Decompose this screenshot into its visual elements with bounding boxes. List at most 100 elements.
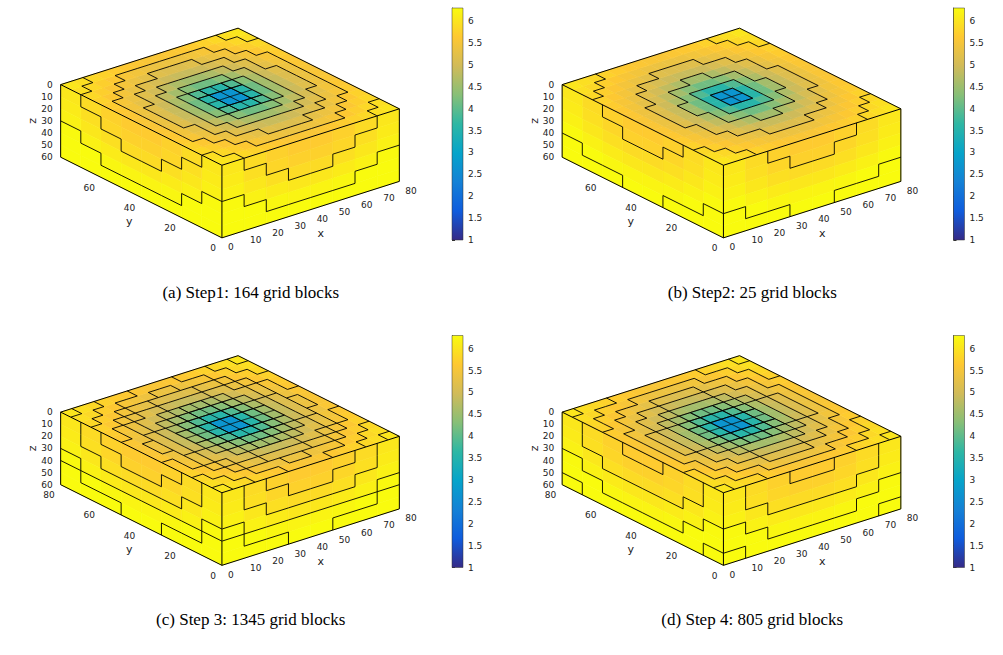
svg-text:2.5: 2.5 <box>970 497 984 507</box>
svg-text:z: z <box>528 445 541 451</box>
svg-text:10: 10 <box>250 563 262 573</box>
svg-text:0: 0 <box>548 80 554 90</box>
svg-text:20: 20 <box>164 223 176 233</box>
svg-text:40: 40 <box>317 214 329 224</box>
svg-text:50: 50 <box>339 535 351 545</box>
svg-text:x: x <box>819 555 826 568</box>
svg-text:6: 6 <box>468 344 474 354</box>
svg-text:1: 1 <box>468 235 474 245</box>
svg-text:30: 30 <box>796 221 808 231</box>
svg-text:6: 6 <box>468 16 474 26</box>
svg-text:30: 30 <box>294 221 306 231</box>
svg-text:3.5: 3.5 <box>970 126 984 136</box>
svg-text:60: 60 <box>863 200 875 210</box>
svg-text:30: 30 <box>294 549 306 559</box>
svg-text:20: 20 <box>774 556 786 566</box>
svg-text:40: 40 <box>818 542 830 552</box>
svg-text:60: 60 <box>863 528 875 538</box>
svg-text:4.5: 4.5 <box>970 409 984 419</box>
svg-text:2.5: 2.5 <box>468 169 482 179</box>
svg-text:5.5: 5.5 <box>970 38 984 48</box>
svg-text:(c) Step 3: 1345 grid blocks: (c) Step 3: 1345 grid blocks <box>156 610 345 629</box>
svg-text:x: x <box>819 227 826 240</box>
svg-text:40: 40 <box>124 531 136 541</box>
svg-text:40: 40 <box>124 203 136 213</box>
svg-text:4: 4 <box>970 104 976 114</box>
svg-text:2.5: 2.5 <box>468 497 482 507</box>
svg-text:2: 2 <box>468 191 474 201</box>
svg-text:0: 0 <box>47 80 53 90</box>
svg-text:40: 40 <box>818 214 830 224</box>
svg-text:(a) Step1: 164 grid blocks: (a) Step1: 164 grid blocks <box>162 283 339 302</box>
svg-text:30: 30 <box>543 116 555 126</box>
svg-text:30: 30 <box>41 116 53 126</box>
svg-text:20: 20 <box>666 223 678 233</box>
svg-text:1.5: 1.5 <box>970 213 984 223</box>
svg-text:0: 0 <box>729 570 735 580</box>
svg-text:40: 40 <box>625 531 637 541</box>
svg-text:0: 0 <box>228 242 234 252</box>
svg-text:1: 1 <box>468 563 474 573</box>
svg-text:(b) Step2: 25 grid blocks: (b) Step2: 25 grid blocks <box>668 283 837 302</box>
svg-text:x: x <box>317 555 324 568</box>
svg-text:20: 20 <box>543 104 555 114</box>
svg-text:4: 4 <box>468 431 474 441</box>
svg-text:0: 0 <box>210 243 216 253</box>
svg-text:50: 50 <box>41 468 53 478</box>
svg-text:50: 50 <box>41 140 53 150</box>
svg-text:5: 5 <box>468 60 474 70</box>
svg-text:3: 3 <box>970 147 976 157</box>
svg-text:10: 10 <box>543 419 555 429</box>
svg-text:5.5: 5.5 <box>970 366 984 376</box>
svg-text:60: 60 <box>585 183 597 193</box>
svg-text:0: 0 <box>729 242 735 252</box>
svg-text:3.5: 3.5 <box>468 453 482 463</box>
svg-text:10: 10 <box>41 419 53 429</box>
svg-text:2.5: 2.5 <box>970 169 984 179</box>
svg-text:60: 60 <box>543 152 555 162</box>
svg-text:z: z <box>528 118 541 124</box>
svg-text:x: x <box>317 227 324 240</box>
svg-text:3: 3 <box>468 475 474 485</box>
svg-text:5: 5 <box>970 60 976 70</box>
svg-text:60: 60 <box>361 528 373 538</box>
svg-text:80: 80 <box>405 186 417 196</box>
svg-text:1: 1 <box>970 235 976 245</box>
svg-text:5: 5 <box>970 387 976 397</box>
svg-text:y: y <box>628 215 635 228</box>
svg-text:50: 50 <box>543 140 555 150</box>
svg-text:3: 3 <box>970 475 976 485</box>
svg-text:1.5: 1.5 <box>468 213 482 223</box>
svg-text:20: 20 <box>41 431 53 441</box>
svg-text:40: 40 <box>41 128 53 138</box>
svg-text:20: 20 <box>164 551 176 561</box>
svg-text:50: 50 <box>840 207 852 217</box>
svg-text:10: 10 <box>543 92 555 102</box>
svg-text:70: 70 <box>885 193 897 203</box>
svg-text:0: 0 <box>47 407 53 417</box>
svg-text:0: 0 <box>210 571 216 581</box>
svg-text:(d) Step 4: 805 grid blocks: (d) Step 4: 805 grid blocks <box>661 610 843 629</box>
svg-text:5.5: 5.5 <box>468 366 482 376</box>
svg-text:40: 40 <box>41 456 53 466</box>
svg-text:20: 20 <box>666 551 678 561</box>
svg-text:80: 80 <box>43 490 55 500</box>
svg-text:70: 70 <box>383 520 395 530</box>
svg-text:30: 30 <box>543 443 555 453</box>
svg-text:2: 2 <box>970 191 976 201</box>
svg-text:60: 60 <box>41 152 53 162</box>
svg-text:1.5: 1.5 <box>970 541 984 551</box>
svg-text:2: 2 <box>970 519 976 529</box>
svg-text:0: 0 <box>712 571 718 581</box>
svg-text:10: 10 <box>752 563 764 573</box>
svg-text:y: y <box>628 543 635 556</box>
svg-text:3.5: 3.5 <box>468 126 482 136</box>
svg-text:70: 70 <box>383 193 395 203</box>
svg-text:1: 1 <box>970 563 976 573</box>
svg-text:0: 0 <box>712 243 718 253</box>
svg-text:40: 40 <box>543 456 555 466</box>
svg-text:60: 60 <box>84 510 96 520</box>
svg-text:4: 4 <box>970 431 976 441</box>
svg-text:60: 60 <box>84 183 96 193</box>
svg-text:y: y <box>126 215 133 228</box>
